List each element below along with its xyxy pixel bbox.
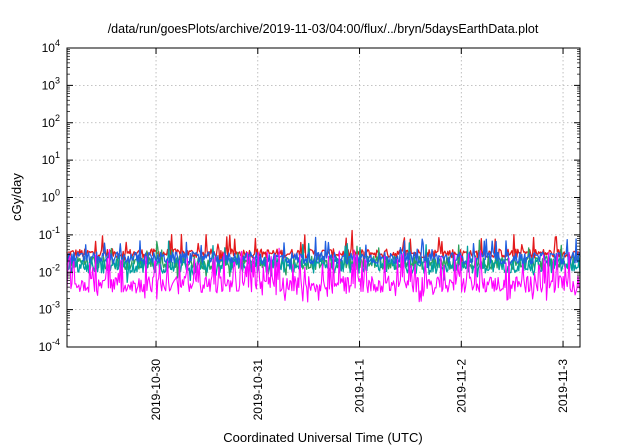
y-tick-label: 102 <box>42 113 60 130</box>
y-axis-label: cGy/day <box>9 173 24 221</box>
y-tick-label: 103 <box>42 75 60 92</box>
series-layer <box>66 229 581 303</box>
series-line <box>66 240 581 283</box>
y-tick-labels: 10-4 10-3 10-2 10-1 100 101 102 103 104 <box>39 38 60 354</box>
chart-title: /data/run/goesPlots/archive/2019-11-03/0… <box>108 22 539 36</box>
x-tick-label: 2019-11-3 <box>556 359 570 413</box>
y-tick-label: 10-2 <box>39 262 60 279</box>
y-tick-label: 101 <box>42 150 60 167</box>
y-tick-label: 10-1 <box>39 225 60 242</box>
x-tick-label: 2019-11-1 <box>353 359 367 413</box>
tick-marks <box>67 47 580 348</box>
x-tick-label: 2019-11-2 <box>454 359 468 413</box>
series-line <box>66 247 581 303</box>
x-tick-label: 2019-10-30 <box>149 359 163 421</box>
y-tick-label: 10-4 <box>39 337 60 354</box>
x-axis-label: Coordinated Universal Time (UTC) <box>223 430 422 445</box>
x-tick-label: 2019-10-31 <box>251 359 265 421</box>
y-tick-label: 104 <box>42 38 60 55</box>
grid-lines <box>67 48 580 347</box>
series-line <box>66 229 581 267</box>
series-line <box>66 236 581 273</box>
x-tick-labels: 2019-10-30 2019-10-31 2019-11-1 2019-11-2 20… <box>149 359 570 421</box>
y-tick-label: 100 <box>42 188 60 205</box>
y-tick-label: 10-3 <box>39 300 60 317</box>
